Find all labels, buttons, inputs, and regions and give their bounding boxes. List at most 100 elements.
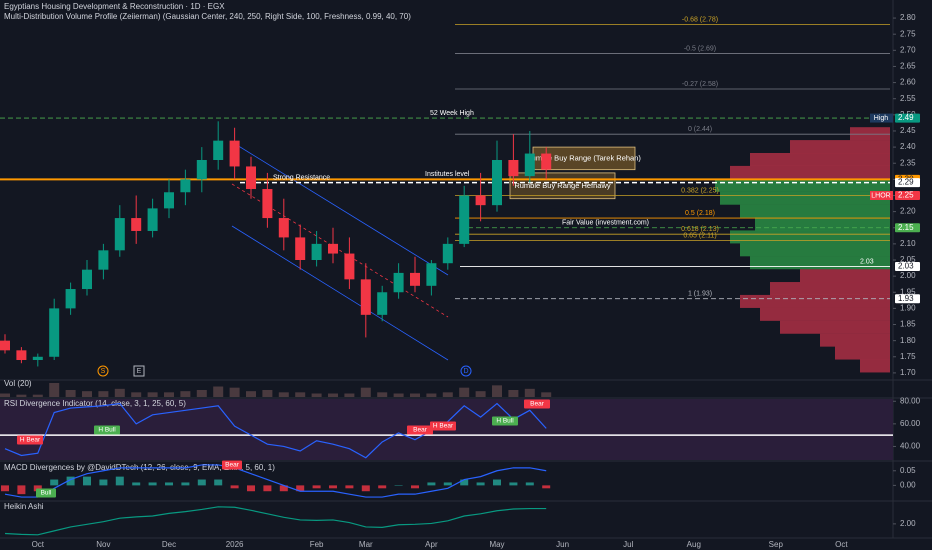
macd-histogram-bar bbox=[165, 482, 173, 486]
y-tick-label: 60.00 bbox=[900, 419, 921, 428]
price-tag-name-bg bbox=[870, 190, 893, 200]
volume-bar bbox=[98, 391, 109, 397]
macd-histogram-bar bbox=[148, 482, 157, 486]
event-label: D bbox=[463, 368, 468, 375]
signal-label: H Bull bbox=[98, 427, 116, 434]
volume-bar bbox=[410, 393, 420, 397]
volume-bar bbox=[426, 393, 437, 397]
candle-body bbox=[508, 160, 519, 177]
candle-body bbox=[164, 192, 174, 209]
level-label: -0.27 (2.58) bbox=[682, 81, 718, 88]
x-tick-label: Jun bbox=[556, 540, 569, 549]
price-tag-name: High bbox=[874, 115, 889, 122]
zone-label: Fumble Buy Range (Tarek Rehan) bbox=[527, 153, 641, 162]
signal-badge bbox=[407, 425, 433, 435]
macd-histogram-bar bbox=[132, 482, 141, 486]
volume-bar bbox=[475, 391, 486, 397]
level-label: 0.618 (2.13) bbox=[681, 226, 719, 233]
macd-histogram-bar bbox=[50, 479, 59, 486]
y-tick-label: 2.10 bbox=[900, 239, 916, 248]
candle-body bbox=[524, 153, 535, 177]
price-tag bbox=[895, 294, 920, 304]
candle-body bbox=[344, 253, 355, 280]
pane-title: Heikin Ashi bbox=[4, 502, 44, 511]
y-tick-label: 1.90 bbox=[900, 303, 916, 312]
candle-body bbox=[0, 340, 10, 351]
signal-label: Bear bbox=[225, 462, 240, 469]
macd-line bbox=[4, 464, 547, 498]
volume-bar bbox=[164, 392, 174, 397]
macd-histogram-bar bbox=[443, 482, 452, 486]
y-tick-label: 40.00 bbox=[900, 442, 921, 451]
candle-body bbox=[360, 279, 371, 315]
y-tick-label: 1.95 bbox=[900, 287, 916, 296]
level-label: 52 Week High bbox=[430, 110, 474, 117]
event-marker bbox=[460, 365, 472, 377]
candle-body bbox=[147, 208, 158, 231]
volume-profile-bar bbox=[720, 191, 890, 205]
y-tick-label: 1.75 bbox=[900, 352, 916, 361]
volume-bar bbox=[360, 387, 371, 397]
pane-title: Vol (20) bbox=[4, 379, 32, 388]
macd-histogram-bar bbox=[476, 482, 485, 486]
volume-profile-bar bbox=[730, 165, 890, 179]
volume-bar bbox=[524, 388, 535, 397]
candle-body bbox=[246, 166, 256, 190]
signal-label: H Bear bbox=[433, 423, 454, 430]
candle-body bbox=[459, 195, 470, 244]
candle-body bbox=[131, 218, 142, 231]
x-tick-label: Mar bbox=[359, 540, 373, 549]
y-tick-label: 2.60 bbox=[900, 78, 916, 87]
candle-body bbox=[475, 195, 486, 206]
signal-badge bbox=[430, 421, 456, 431]
macd-histogram-bar bbox=[329, 485, 337, 489]
candle-body bbox=[229, 140, 240, 167]
level-label: Fair Value (investment.com) bbox=[562, 220, 649, 227]
signal-badge bbox=[17, 435, 43, 445]
volume-bar bbox=[295, 392, 306, 397]
macd-histogram-bar bbox=[509, 482, 518, 486]
volume-profile-bar bbox=[740, 204, 890, 218]
candle-body bbox=[442, 243, 453, 264]
candle-body bbox=[114, 218, 125, 251]
signal-badge bbox=[222, 460, 242, 470]
heikin-ashi-line bbox=[4, 506, 547, 536]
volume-bar bbox=[442, 392, 453, 397]
price-tag bbox=[895, 261, 920, 271]
y-tick-label: 2.40 bbox=[900, 142, 916, 151]
candle-body bbox=[213, 140, 224, 160]
channel-line bbox=[231, 225, 449, 361]
volume-profile-bar bbox=[850, 127, 890, 141]
signal-label: Bear bbox=[413, 427, 428, 434]
macd-histogram-bar bbox=[83, 476, 91, 486]
buy-zone bbox=[509, 172, 616, 200]
volume-profile-bar bbox=[800, 269, 890, 283]
volume-bar bbox=[16, 394, 27, 397]
level-label: 0.5 (2.18) bbox=[685, 210, 715, 217]
event-marker bbox=[97, 365, 109, 377]
signal-label: Bull bbox=[41, 490, 52, 497]
volume-profile-bar bbox=[780, 320, 890, 334]
y-tick-label: 2.00 bbox=[900, 271, 916, 280]
volume-bar bbox=[49, 383, 60, 397]
x-tick-label: May bbox=[489, 540, 504, 549]
price-tag-label: 2.25 bbox=[898, 191, 914, 200]
candle-body bbox=[180, 179, 191, 193]
candle-body bbox=[393, 272, 404, 293]
level-label: 0.65 (2.11) bbox=[683, 232, 716, 239]
candle-body bbox=[262, 189, 273, 219]
macd-histogram-bar bbox=[345, 485, 354, 489]
volume-profile-bar bbox=[790, 140, 890, 154]
macd-histogram-bar bbox=[181, 482, 190, 486]
x-tick-label: Feb bbox=[310, 540, 324, 549]
price-tag bbox=[895, 223, 920, 233]
macd-histogram-bar bbox=[99, 479, 108, 486]
macd-histogram-bar bbox=[230, 485, 239, 489]
level-label: 1 (1.93) bbox=[688, 291, 712, 298]
y-tick-label: 2.20 bbox=[900, 207, 916, 216]
chart-subtitle: Multi-Distribution Volume Profile (Zeiie… bbox=[4, 12, 411, 21]
volume-bar bbox=[213, 386, 224, 397]
y-tick-label: 2.65 bbox=[900, 62, 916, 71]
x-tick-label: 2026 bbox=[226, 540, 244, 549]
volume-profile-bar bbox=[860, 359, 890, 373]
